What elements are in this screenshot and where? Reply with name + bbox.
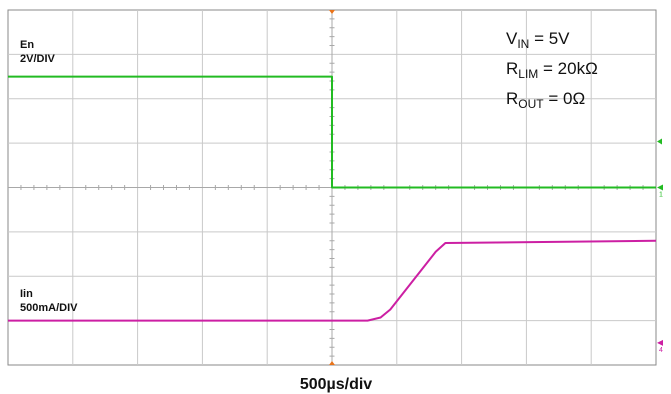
channel-number-iin: 4 (659, 347, 663, 354)
condition-rlim-symbol: R (506, 59, 518, 78)
condition-rout: ROUT = 0Ω (506, 89, 585, 111)
timebase-label: 500µs/div (300, 376, 372, 393)
condition-vin: VIN = 5V (506, 29, 570, 51)
channel-iin-label: Iin (20, 288, 33, 300)
trigger-level-marker (657, 138, 662, 145)
condition-rout-subscript: OUT (518, 97, 544, 111)
condition-rlim-value: = 20kΩ (538, 59, 598, 78)
channel-iin-scale: 500mA/DIV (20, 302, 78, 314)
channel-en-label: En (20, 39, 34, 51)
condition-rout-symbol: R (506, 89, 518, 108)
trigger-marker-bottom (329, 361, 335, 365)
channel-marker-iin (657, 339, 663, 346)
condition-vin-subscript: IN (517, 37, 529, 51)
trigger-marker-top (329, 10, 335, 14)
channel-en-scale: 2V/DIV (20, 53, 56, 65)
condition-rout-value: = 0Ω (544, 89, 586, 108)
condition-vin-symbol: V (506, 29, 518, 48)
channel-marker-en (657, 184, 663, 191)
trace-en (8, 75, 656, 189)
condition-vin-value: = 5V (529, 29, 570, 48)
traces (8, 75, 657, 322)
channel-number-en: 1 (659, 192, 663, 199)
condition-rlim-subscript: LIM (518, 67, 538, 81)
condition-rlim: RLIM = 20kΩ (506, 59, 598, 81)
trace-iin (8, 239, 657, 322)
channel-markers: 14 (657, 138, 663, 354)
